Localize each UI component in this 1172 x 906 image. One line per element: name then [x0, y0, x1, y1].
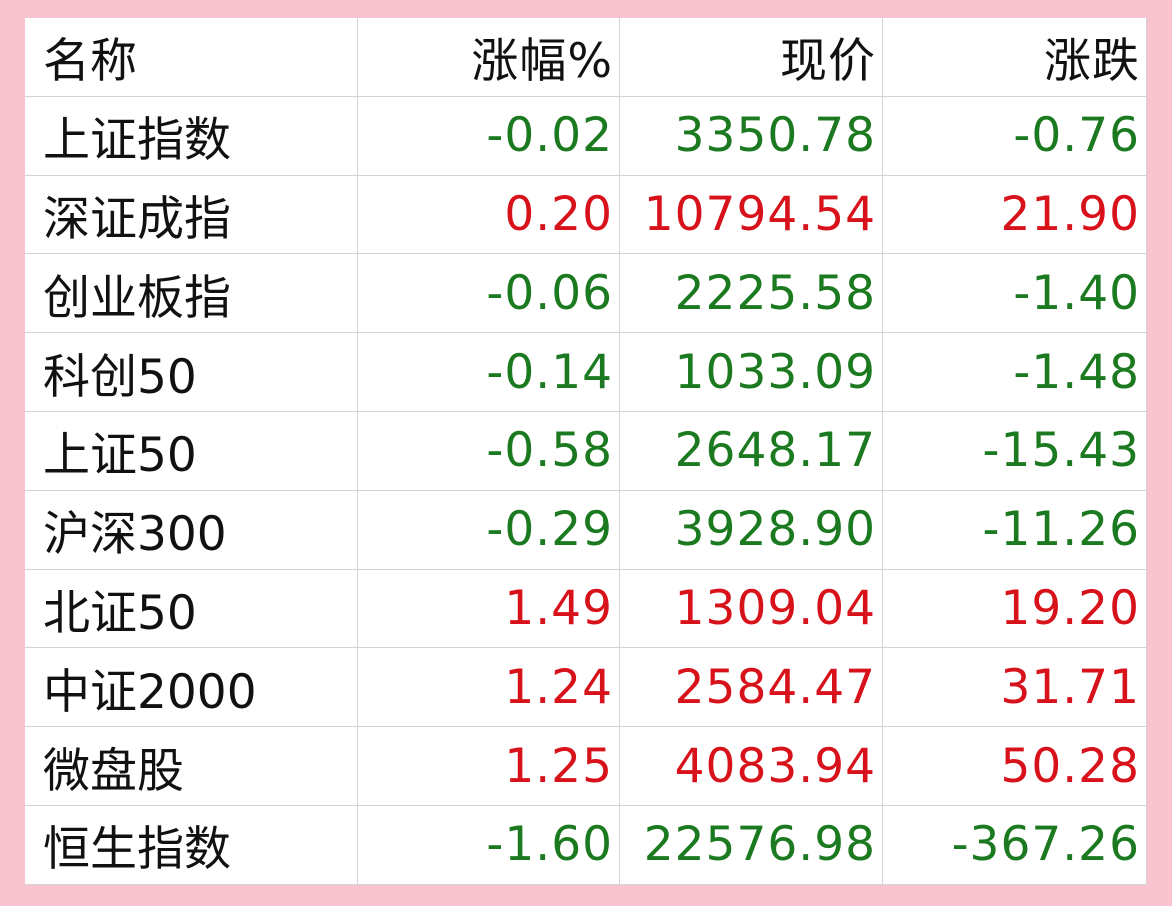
value-cell: 0.20 — [358, 175, 620, 255]
index-name: 北证50 — [25, 569, 358, 649]
header-cell: 现价 — [620, 18, 883, 97]
value-cell: -1.40 — [883, 254, 1147, 334]
value-cell: 3350.78 — [620, 96, 883, 176]
value-cell: 2648.17 — [620, 411, 883, 491]
value-cell: 19.20 — [883, 569, 1147, 649]
value-cell: -1.48 — [883, 333, 1147, 412]
value-cell: 10794.54 — [620, 175, 883, 255]
value-cell: 21.90 — [883, 175, 1147, 255]
header-cell: 涨跌 — [883, 18, 1147, 97]
value-cell: 1033.09 — [620, 333, 883, 412]
value-cell: -0.29 — [358, 490, 620, 570]
index-name: 创业板指 — [25, 254, 358, 334]
index-name: 微盘股 — [25, 727, 358, 806]
value-cell: -15.43 — [883, 411, 1147, 491]
value-cell: -0.58 — [358, 411, 620, 491]
index-name: 恒生指数 — [25, 805, 358, 885]
index-name: 沪深300 — [25, 490, 358, 570]
value-cell: 1.49 — [358, 569, 620, 649]
value-cell: -367.26 — [883, 805, 1147, 885]
value-cell: 4083.94 — [620, 727, 883, 806]
value-cell: 1.25 — [358, 727, 620, 806]
value-cell: -1.60 — [358, 805, 620, 885]
header-cell: 名称 — [25, 18, 358, 97]
index-name: 深证成指 — [25, 175, 358, 255]
index-name: 中证2000 — [25, 648, 358, 728]
header-cell: 涨幅% — [358, 18, 620, 97]
value-cell: 50.28 — [883, 727, 1147, 806]
value-cell: -0.76 — [883, 96, 1147, 176]
value-cell: 3928.90 — [620, 490, 883, 570]
index-name: 科创50 — [25, 333, 358, 412]
value-cell: -0.06 — [358, 254, 620, 334]
value-cell: 2225.58 — [620, 254, 883, 334]
value-cell: 2584.47 — [620, 648, 883, 728]
value-cell: -0.14 — [358, 333, 620, 412]
value-cell: 22576.98 — [620, 805, 883, 885]
index-name: 上证指数 — [25, 96, 358, 176]
index-name: 上证50 — [25, 411, 358, 491]
value-cell: 1.24 — [358, 648, 620, 728]
value-cell: -11.26 — [883, 490, 1147, 570]
index-table: 名称 涨幅% 现价 涨跌上证指数 -0.02 3350.78 -0.76 深证成指 0.20 10… — [25, 18, 1147, 885]
value-cell: 31.71 — [883, 648, 1147, 728]
value-cell: -0.02 — [358, 96, 620, 176]
value-cell: 1309.04 — [620, 569, 883, 649]
